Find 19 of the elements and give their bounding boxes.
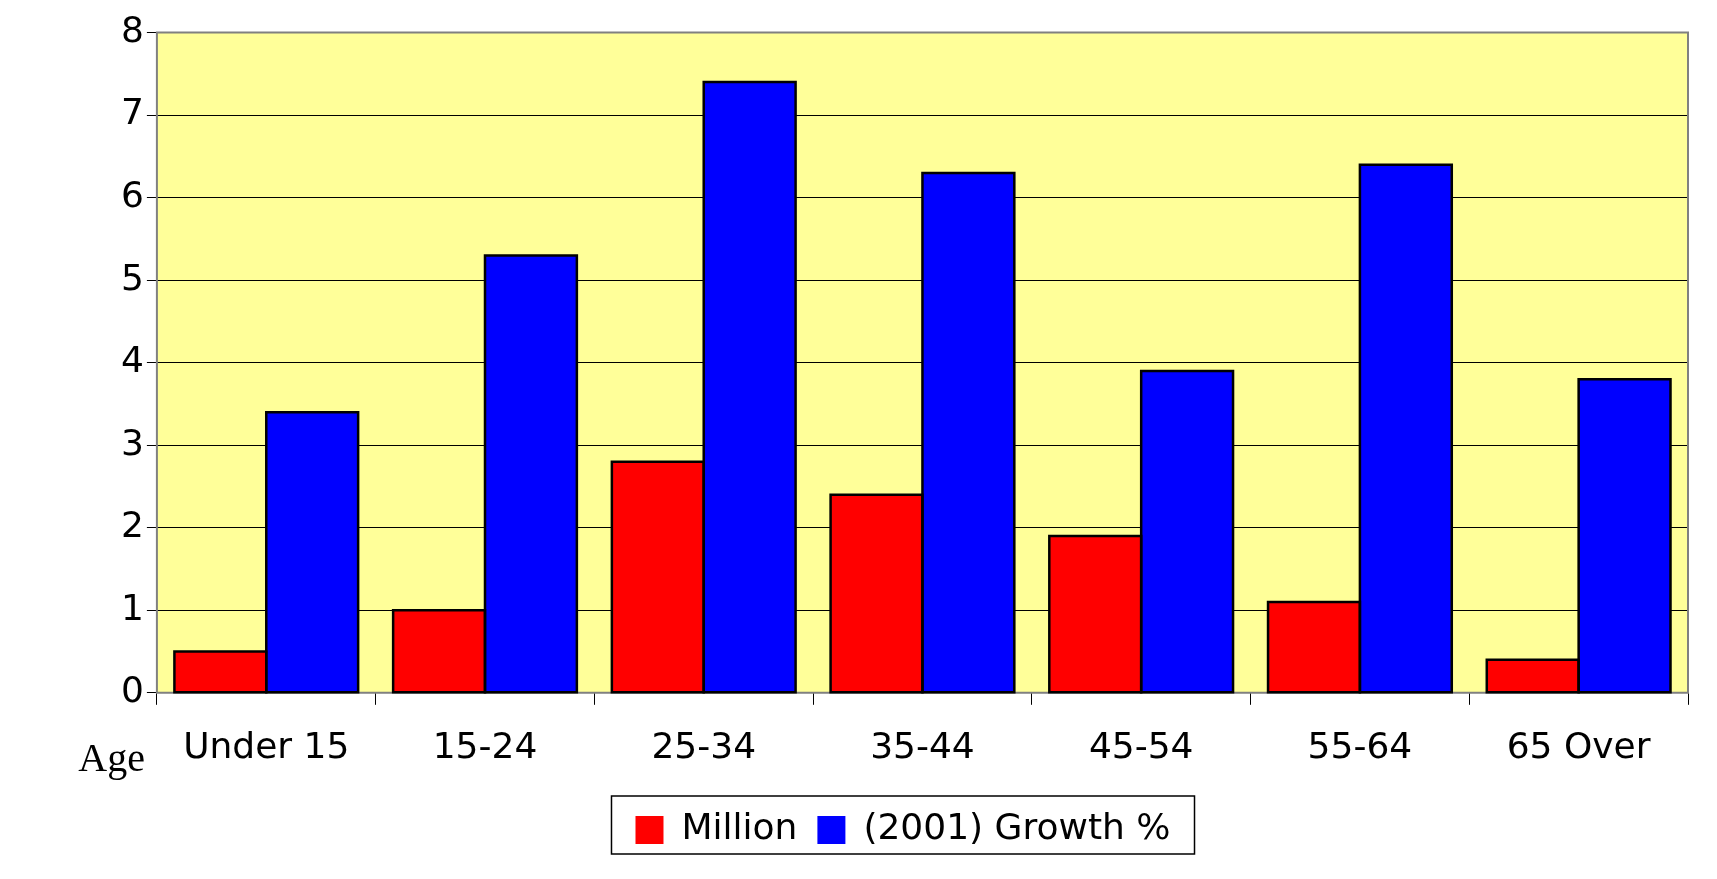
y-tick-label: 7 bbox=[121, 91, 144, 133]
x-tick-label: 65 Over bbox=[1506, 724, 1651, 766]
x-tick-label: 35-44 bbox=[870, 724, 975, 766]
y-tick-label: 2 bbox=[121, 504, 144, 546]
x-tick-label: 45-54 bbox=[1088, 724, 1194, 766]
x-tick-label: 25-34 bbox=[651, 724, 757, 766]
x-tick-label: 55-64 bbox=[1307, 724, 1413, 766]
y-tick-label: 0 bbox=[121, 669, 144, 711]
x-tick-label: Under 15 bbox=[183, 724, 350, 766]
y-tick-label: 8 bbox=[121, 8, 144, 50]
y-tick-label: 6 bbox=[121, 174, 144, 216]
y-tick-label: 1 bbox=[121, 586, 144, 628]
y-tick-label: 3 bbox=[121, 421, 144, 463]
legend-label: (2001) Growth % bbox=[863, 806, 1171, 848]
x-axis-title: Age bbox=[78, 735, 145, 781]
legend-label: Million bbox=[681, 806, 798, 848]
y-tick-label: 4 bbox=[121, 339, 144, 381]
x-tick-label: 15-24 bbox=[432, 724, 538, 766]
y-tick-label: 5 bbox=[121, 256, 144, 298]
